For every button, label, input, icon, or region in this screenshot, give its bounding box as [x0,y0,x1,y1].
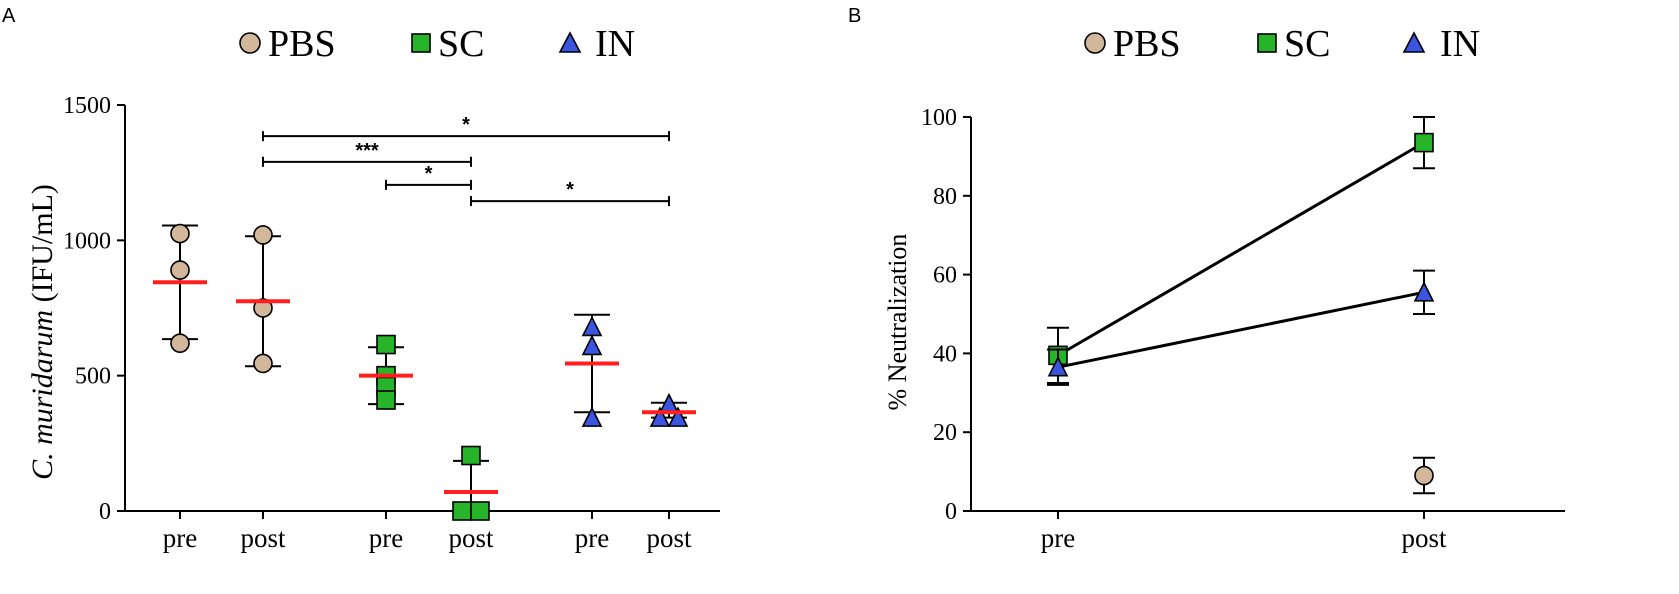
panel-a-group-pbs-pre [153,223,207,353]
data-point-pbs [170,333,190,353]
panel-b-series-pbs [1413,456,1435,495]
panel-b-y-tick-label: 100 [921,105,957,131]
panel-a-y-tick-label: 1000 [63,228,111,254]
panel-a-x-tick-label: post [646,523,692,553]
data-point-in [1413,281,1435,302]
panel-a-x-tick-label: pre [369,523,403,553]
data-point-sc [376,390,396,410]
panel-a-group-sc-pre [359,334,413,410]
legend-b-sc-marker [1257,33,1277,53]
data-point-pbs [253,353,273,374]
data-point-sc [376,334,396,355]
legend-a-in-label: IN [595,23,635,65]
panel-b-label: B [848,5,861,27]
data-point-pbs [1414,465,1434,486]
data-point-in [1047,355,1069,377]
panel-b-series-in [1047,269,1435,386]
series-line-in [1057,290,1425,369]
panel-a-legend: PBS SC IN [239,23,635,65]
panel-b-y-tick-label: 20 [933,420,957,446]
panel-b-ylabel: % Neutralization [883,234,912,411]
legend-a-pbs-label: PBS [268,23,336,65]
significance-label: * [462,114,470,136]
panel-b-x-tick-label: pre [1041,523,1075,553]
data-point-sc [1414,132,1434,153]
ylabel-italic-part: C. muridarum [26,310,59,480]
data-point-sc [470,501,490,521]
legend-b-in-marker [1402,31,1426,53]
significance-label: * [566,179,574,201]
panel-b-legend: PBS SC IN [1084,23,1480,65]
panel-a-y-tick-label: 500 [75,364,111,390]
legend-a-sc-marker [411,33,431,53]
data-point-pbs [170,223,190,244]
panel-a-group-in-pre [565,313,619,427]
panel-a-y-tick-label: 0 [99,499,111,525]
significance-bracket: * [385,163,472,190]
panel-b-series-sc [1047,116,1435,384]
data-point-in [581,334,603,356]
panel-a-ylabel: C. muridarum (IFU/mL) [26,184,59,480]
legend-b-sc-label: SC [1284,23,1330,65]
panel-a-x-tick-label: pre [575,523,609,553]
panel-a-x-tick-label: pre [163,523,197,553]
data-point-pbs [253,225,273,245]
legend-a-sc-label: SC [438,23,484,65]
data-point-in [649,406,671,427]
data-point-in [581,315,603,337]
panel-a-y-tick-label: 1500 [63,93,111,119]
ylabel-unit-part: (IFU/mL) [26,184,59,310]
data-point-sc [452,501,472,521]
panel-a-group-pbs-post [236,225,290,374]
panel-b-y-tick-label: 0 [945,499,957,525]
data-point-pbs [170,260,190,280]
panel-b-y-tick-label: 60 [933,263,957,289]
panel-a-label: A [2,5,16,27]
panel-b-y-tick-label: 40 [933,341,957,367]
legend-b-pbs-label: PBS [1113,23,1181,65]
data-point-sc [461,445,481,466]
panel-b-y-tick-label: 80 [933,184,957,210]
legend-b-pbs-marker [1084,32,1106,54]
significance-bracket: * [470,179,670,207]
legend-a-pbs-marker [239,32,261,54]
panel-a-x-tick-label: post [240,523,286,553]
panel-b-plot: 0 20 40 60 80 100 pre post [921,105,1565,553]
panel-a-group-in-post [642,392,696,427]
significance-label: * [425,163,433,185]
panel-a-group-sc-post [444,445,498,521]
data-point-in [667,406,689,427]
legend-b-in-label: IN [1440,23,1480,65]
data-point-pbs [253,298,273,318]
significance-bracket: * [262,114,670,142]
data-point-in [581,406,603,427]
panel-b-x-tick-label: post [1401,523,1447,553]
significance-label: *** [355,140,379,162]
significance-bracket: *** [262,140,472,167]
series-line-sc [1057,141,1425,357]
legend-a-in-marker [558,31,582,53]
panel-a-x-tick-label: post [448,523,494,553]
